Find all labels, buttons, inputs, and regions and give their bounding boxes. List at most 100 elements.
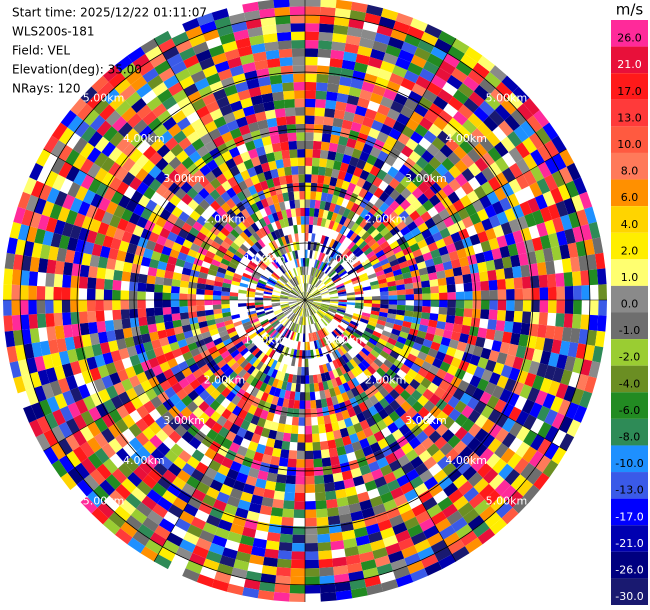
range-gate	[480, 347, 492, 360]
range-gate	[164, 201, 177, 214]
range-gate	[320, 338, 326, 347]
range-gate	[177, 489, 192, 504]
range-gate	[271, 142, 282, 153]
range-gate	[406, 181, 418, 194]
range-gate	[313, 259, 318, 269]
range-gate	[551, 135, 567, 154]
range-gate	[114, 259, 125, 272]
range-gate	[518, 334, 529, 348]
range-gate	[97, 501, 115, 519]
range-gate	[316, 73, 329, 84]
range-gate	[317, 339, 324, 348]
range-gate	[410, 568, 428, 582]
ring-label: 1.00km	[244, 253, 286, 266]
range-gate	[135, 154, 150, 169]
range-gate	[383, 499, 398, 512]
range-gate	[159, 379, 172, 392]
range-gate	[273, 490, 285, 501]
range-gate	[255, 478, 267, 489]
range-gate	[204, 467, 218, 480]
range-gate	[78, 300, 88, 312]
range-gate	[493, 399, 507, 414]
range-gate	[215, 321, 226, 329]
range-gate	[518, 252, 529, 266]
range-gate	[411, 401, 424, 413]
range-gate	[588, 221, 601, 239]
range-gate	[433, 386, 446, 399]
range-gate	[423, 130, 437, 144]
range-gate	[352, 246, 362, 256]
range-gate	[251, 192, 261, 203]
range-gate	[305, 475, 315, 485]
range-gate	[293, 509, 305, 519]
range-gate	[428, 156, 442, 170]
range-gate	[329, 134, 340, 145]
range-gate	[389, 72, 404, 86]
range-gate	[125, 199, 138, 213]
range-gate	[223, 84, 238, 97]
range-gate	[230, 241, 240, 251]
range-gate	[194, 430, 207, 443]
range-gate	[274, 284, 283, 290]
range-gate	[296, 459, 305, 468]
range-gate	[124, 366, 137, 379]
range-gate	[312, 303, 321, 308]
range-gate	[447, 468, 463, 483]
range-gate	[520, 322, 531, 336]
range-gate	[241, 132, 254, 144]
range-gate	[221, 291, 230, 297]
range-gate	[79, 142, 95, 159]
range-gate	[260, 427, 271, 438]
range-gate	[93, 485, 110, 502]
range-gate	[364, 327, 374, 335]
range-gate	[178, 137, 192, 151]
range-gate	[341, 59, 356, 71]
range-gate	[64, 336, 76, 351]
range-gate	[263, 445, 274, 456]
range-gate	[516, 479, 534, 497]
range-gate	[156, 442, 171, 456]
range-gate	[215, 341, 226, 351]
range-gate	[495, 320, 506, 332]
range-gate	[485, 227, 497, 241]
range-gate	[29, 162, 44, 181]
range-gate	[70, 287, 79, 300]
range-gate	[265, 310, 274, 316]
range-gate	[290, 568, 305, 577]
range-gate	[240, 208, 251, 219]
range-gate	[376, 236, 387, 246]
range-gate	[305, 48, 319, 58]
range-gate	[477, 528, 496, 545]
range-gate	[384, 393, 395, 405]
range-gate	[59, 405, 74, 422]
ring-label: 1.00km	[325, 333, 367, 346]
range-gate	[522, 137, 538, 154]
range-gate	[350, 174, 360, 186]
colorbar-label: 13.0	[617, 111, 642, 124]
range-gate	[80, 496, 98, 514]
range-gate	[473, 366, 486, 379]
range-gate	[263, 101, 275, 112]
range-gate	[207, 345, 218, 355]
range-gate	[137, 60, 155, 77]
range-gate	[446, 307, 456, 316]
range-gate	[588, 314, 599, 331]
range-gate	[305, 39, 319, 49]
range-gate	[243, 252, 253, 261]
range-gate	[157, 476, 172, 491]
range-gate	[477, 462, 493, 478]
range-gate	[494, 413, 509, 428]
range-gate	[339, 215, 347, 226]
range-gate	[303, 291, 305, 300]
range-gate	[374, 76, 390, 89]
range-gate	[580, 224, 593, 241]
range-gate	[535, 127, 552, 145]
range-gate	[103, 278, 114, 290]
range-gate	[507, 243, 519, 257]
range-gate	[398, 379, 410, 390]
range-gate	[260, 573, 277, 584]
range-gate	[329, 176, 338, 187]
range-gate	[154, 554, 172, 570]
range-gate	[432, 231, 443, 242]
range-gate	[386, 506, 401, 520]
